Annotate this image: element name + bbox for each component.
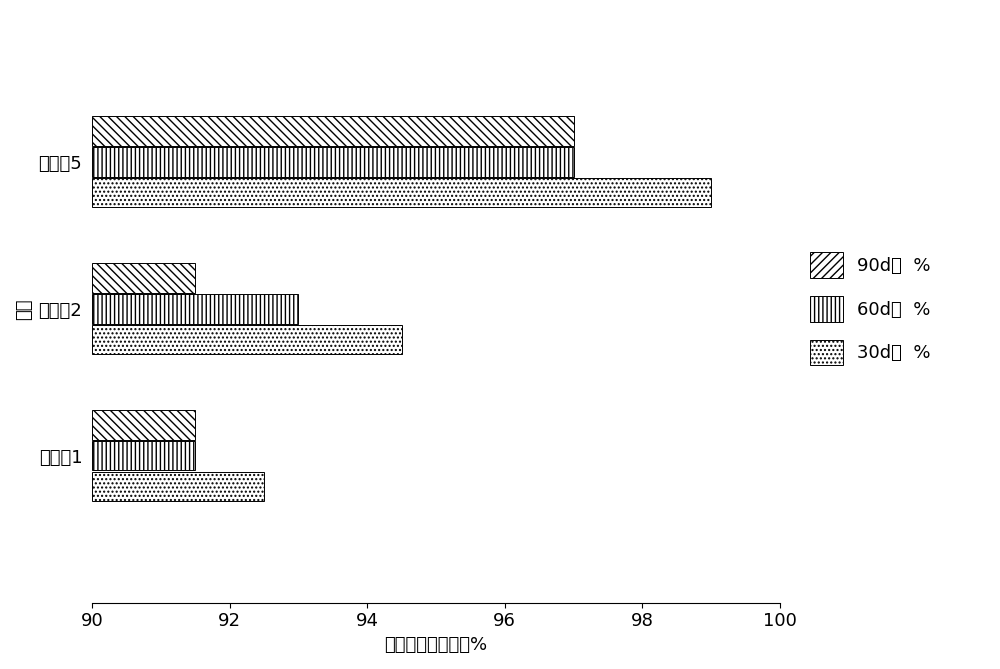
Legend: 90d，  %, 60d，  %, 30d，  %: 90d， %, 60d， %, 30d， % xyxy=(796,238,945,380)
Bar xyxy=(92,116,574,146)
Bar xyxy=(92,441,195,470)
Bar xyxy=(92,147,574,177)
Bar xyxy=(92,410,195,440)
Bar xyxy=(92,294,298,324)
Bar xyxy=(92,325,402,355)
Y-axis label: 组别: 组别 xyxy=(15,298,33,320)
Bar xyxy=(92,472,264,501)
Bar xyxy=(92,178,711,207)
X-axis label: 细胞复苏后活性，%: 细胞复苏后活性，% xyxy=(384,636,488,654)
Bar xyxy=(92,264,195,293)
